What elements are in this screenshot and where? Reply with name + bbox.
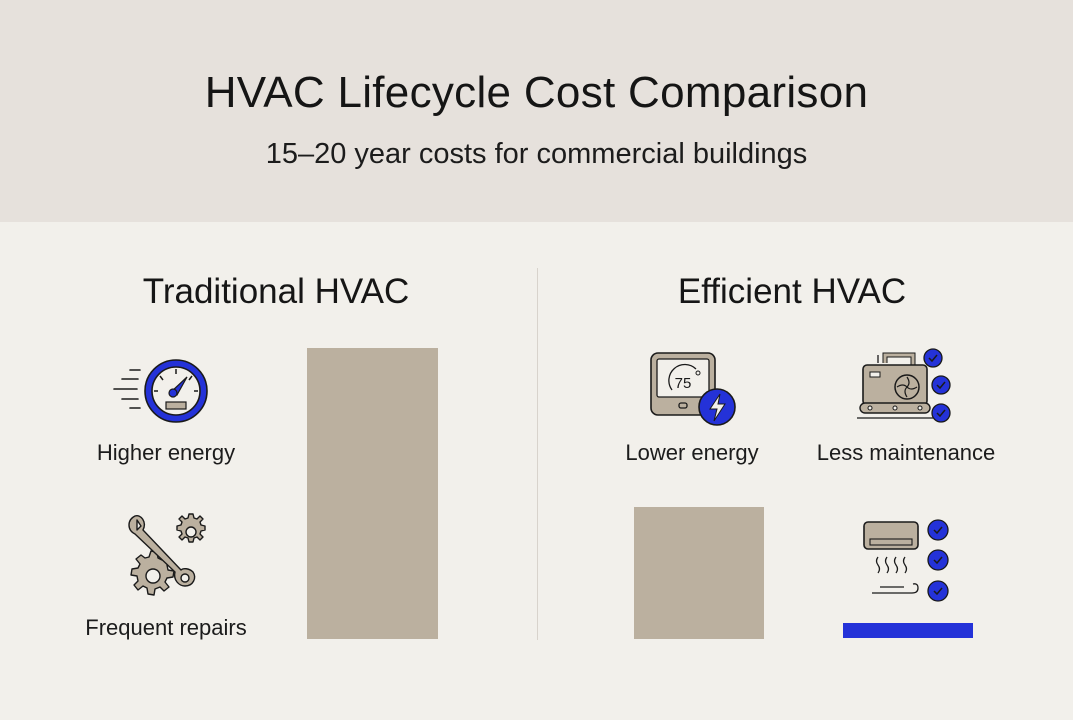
- header-banner: HVAC Lifecycle Cost Comparison 15–20 yea…: [0, 0, 1073, 222]
- efficient-cost-bar: [634, 507, 764, 639]
- air-conditioner-checks-icon: [863, 519, 949, 602]
- lower-energy-label: Lower energy: [625, 440, 759, 465]
- wrench-gears-icon: [128, 513, 206, 596]
- panel-divider: [537, 268, 538, 640]
- higher-energy-label: Higher energy: [96, 440, 236, 465]
- thermostat-bolt-icon: 75: [650, 352, 736, 426]
- less-maintenance-label: Less maintenance: [816, 440, 996, 465]
- page-title: HVAC Lifecycle Cost Comparison: [204, 68, 869, 117]
- hvac-unit-checks-icon: [857, 348, 951, 423]
- svg-text:75: 75: [675, 375, 692, 392]
- frequent-repairs-label: Frequent repairs: [85, 615, 247, 640]
- efficient-title: Efficient HVAC: [677, 272, 907, 311]
- speedometer-icon: [113, 359, 208, 423]
- traditional-title: Traditional HVAC: [142, 272, 410, 311]
- traditional-cost-bar: [307, 348, 438, 639]
- page-subtitle: 15–20 year costs for commercial building…: [265, 138, 808, 170]
- efficient-blue-bar: [843, 623, 973, 638]
